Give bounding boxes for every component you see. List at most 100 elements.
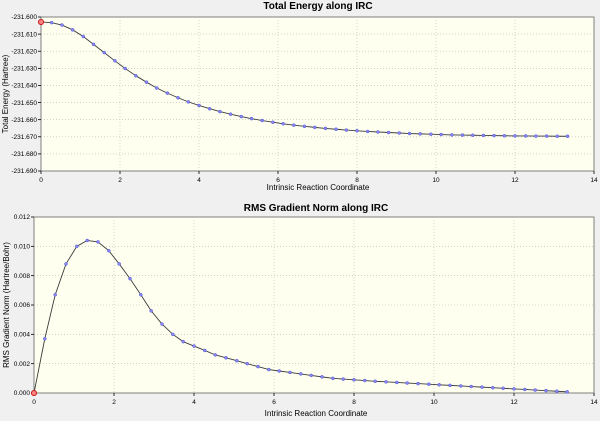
x-tick-label: 4 [197, 177, 201, 184]
y-tick-label: 0.008 [14, 273, 31, 280]
data-point [149, 309, 153, 313]
y-tick-label: 0.010 [14, 244, 31, 251]
data-point [213, 353, 217, 357]
data-point [281, 122, 285, 126]
data-point [299, 372, 303, 376]
x-tick-labels: 0 2 4 6 8 10 12 14 [32, 399, 598, 406]
data-point [102, 50, 106, 55]
y-tick-label: 0.012 [14, 214, 31, 221]
data-point [533, 388, 537, 392]
data-point [128, 276, 132, 281]
x-tick-label: 14 [590, 399, 598, 406]
data-point [341, 377, 345, 381]
tick-marks [38, 16, 595, 174]
data-point [228, 112, 233, 116]
y-tick-label: 0.002 [14, 361, 31, 368]
y-tick-label: -231.680 [11, 151, 37, 158]
y-tick-label: 0.004 [14, 332, 31, 339]
data-point [260, 118, 264, 123]
x-tick-label: 10 [432, 177, 440, 184]
data-point [355, 129, 359, 133]
x-tick-label: 6 [272, 399, 276, 406]
data-point [373, 379, 377, 384]
data-point [249, 116, 254, 121]
x-axis-label: Intrinsic Reaction Coordinate [265, 409, 368, 418]
data-point [96, 240, 100, 244]
data-point [429, 132, 433, 136]
data-point [470, 133, 475, 137]
data-point [139, 292, 143, 297]
grid [41, 17, 594, 171]
data-point [459, 384, 463, 388]
data-point [481, 133, 486, 138]
data-point [70, 28, 75, 32]
data-point [288, 370, 292, 375]
y-tick-label: -231.630 [11, 66, 37, 73]
y-tick-label: -231.620 [11, 48, 37, 55]
data-point [565, 390, 569, 394]
data-point [312, 125, 317, 130]
data-point [544, 134, 549, 138]
y-tick-label: -231.610 [11, 31, 37, 38]
data-point [181, 339, 185, 344]
x-tick-label: 14 [590, 177, 598, 184]
highlighted-data-point [38, 18, 45, 25]
data-point [81, 34, 86, 39]
data-point [218, 109, 222, 114]
data-point [427, 382, 431, 386]
data-point [512, 387, 516, 391]
gradient-series-points [30, 238, 569, 396]
data-point [256, 364, 260, 369]
data-point [397, 131, 402, 135]
data-point [49, 20, 54, 25]
y-tick-labels: -231.600 -231.610 -231.620 -231.630 -231.640… [11, 14, 37, 175]
data-point [176, 96, 180, 100]
y-tick-label: 0.006 [14, 302, 31, 309]
data-point [523, 134, 528, 138]
data-point [523, 387, 527, 392]
data-point [75, 244, 79, 249]
data-point [107, 248, 111, 253]
data-point [534, 134, 538, 138]
data-point [192, 344, 196, 348]
data-point [64, 262, 68, 266]
data-point [117, 262, 121, 266]
data-point [165, 91, 170, 95]
x-tick-label: 12 [510, 399, 518, 406]
data-point [555, 134, 560, 139]
data-point [271, 120, 275, 124]
rms-gradient-chart: RMS Gradient Norm along IRC 0 2 4 6 8 10 12 14 … [2, 203, 598, 418]
highlighted-data-point [30, 389, 37, 396]
data-point [85, 238, 89, 243]
data-point [123, 66, 127, 71]
data-point [302, 124, 307, 129]
y-axis-label: Total Energy (Hartree) [1, 54, 10, 133]
y-tick-label: -231.670 [11, 134, 37, 141]
data-point [171, 332, 175, 337]
data-point [363, 378, 367, 383]
y-tick-label: -231.690 [11, 168, 37, 175]
data-point [154, 86, 159, 90]
data-point [501, 386, 505, 391]
data-point [91, 42, 96, 47]
data-point [395, 380, 399, 385]
x-tick-label: 2 [118, 177, 122, 184]
data-point [331, 376, 335, 381]
y-axis-label: RMS Gradient Norm (Hartree/Bohr) [2, 242, 11, 368]
data-point [277, 369, 281, 373]
energy-series-points [38, 18, 570, 139]
data-point [439, 132, 443, 137]
data-point [245, 361, 249, 366]
data-point [113, 59, 117, 63]
data-point [386, 130, 391, 135]
data-point [309, 373, 313, 378]
data-point [334, 127, 338, 131]
data-point [480, 385, 484, 389]
x-tick-label: 0 [32, 399, 36, 406]
data-point [376, 130, 380, 134]
x-tick-label: 4 [192, 399, 196, 406]
data-point [53, 292, 57, 297]
data-point [555, 389, 559, 393]
data-point [405, 381, 409, 385]
x-tick-labels: 0 2 4 6 8 10 12 14 [39, 177, 598, 184]
